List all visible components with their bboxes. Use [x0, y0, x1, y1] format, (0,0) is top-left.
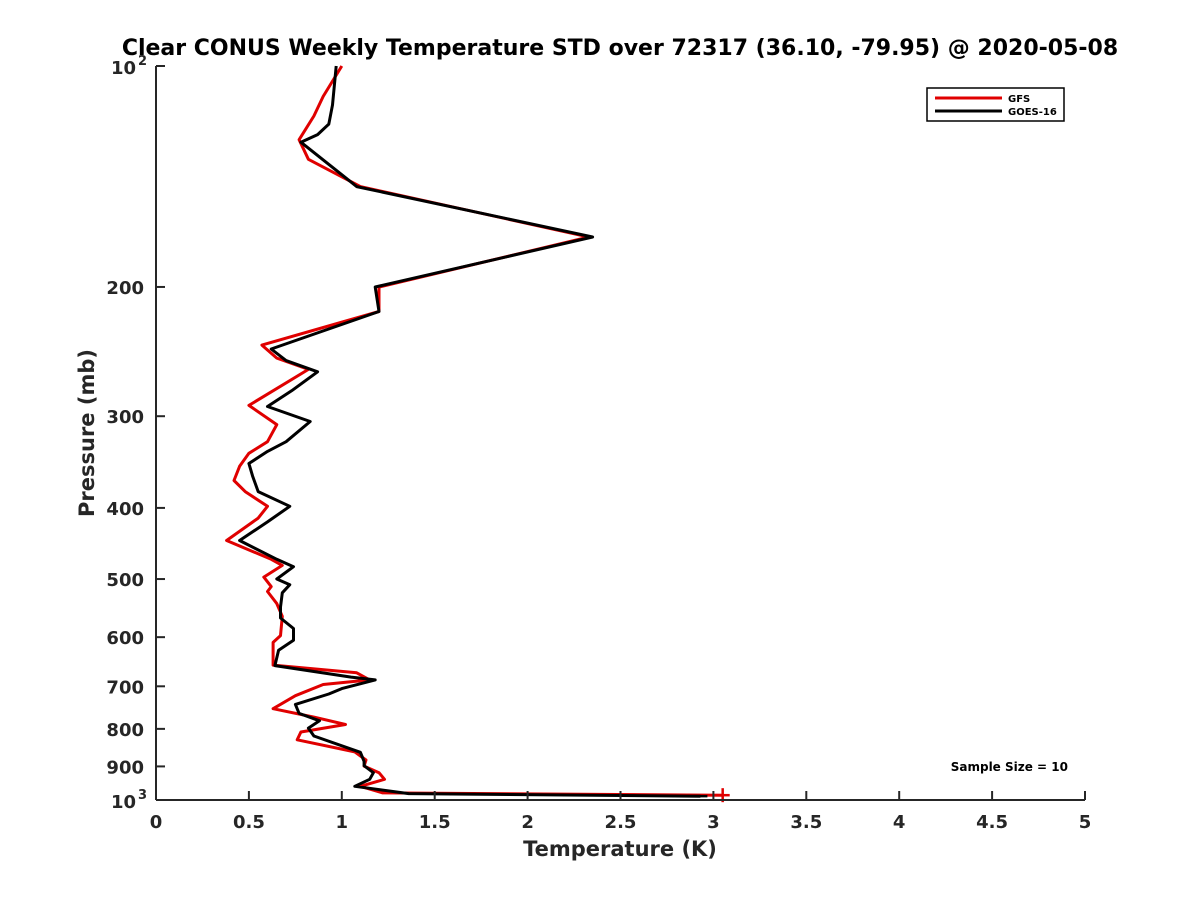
x-axis: 0 0.5 1 1.5 2 2.5 3 3.5 4 4.5 5 [150, 791, 1092, 833]
chart-title: Clear CONUS Weekly Temperature STD over … [122, 36, 1118, 61]
x-tick-label: 3.5 [790, 812, 822, 833]
y-tick-label: 700 [106, 677, 144, 698]
x-tick-label: 5 [1079, 812, 1092, 833]
legend-entry-label: GFS [1008, 94, 1030, 105]
x-tick-label: 4 [893, 812, 906, 833]
plot-area [225, 65, 730, 803]
legend: GFS GOES-16 [926, 87, 1065, 122]
series-line-goes-16 [238, 65, 701, 798]
y-tick-exponent: 3 [138, 788, 147, 803]
x-tick-label: 2.5 [605, 812, 637, 833]
x-axis-label: Temperature (K) [523, 837, 717, 861]
y-tick-label: 900 [106, 757, 144, 778]
y-tick-label: 10 [111, 792, 136, 813]
y-tick-label: 300 [106, 407, 144, 428]
legend-box [926, 87, 1065, 122]
x-tick-label: 1 [336, 812, 349, 833]
y-tick-label: 600 [106, 628, 144, 649]
y-tick-label: 400 [106, 499, 144, 520]
y-tick-exponent: 2 [138, 54, 147, 69]
x-tick-label: 3 [707, 812, 720, 833]
y-axis-label: Pressure (mb) [75, 349, 99, 517]
sample-size-annotation: Sample Size = 10 [951, 760, 1068, 774]
legend-entry-label: GOES-16 [1008, 107, 1057, 118]
x-tick-label: 0.5 [233, 812, 265, 833]
y-tick-label: 500 [106, 570, 144, 591]
y-tick-label: 200 [106, 278, 144, 299]
x-tick-label: 4.5 [976, 812, 1008, 833]
y-tick-label: 800 [106, 720, 144, 741]
y-tick-label: 10 [111, 58, 136, 79]
x-tick-label: 0 [150, 812, 163, 833]
x-tick-label: 1.5 [419, 812, 451, 833]
x-tick-label: 2 [521, 812, 534, 833]
